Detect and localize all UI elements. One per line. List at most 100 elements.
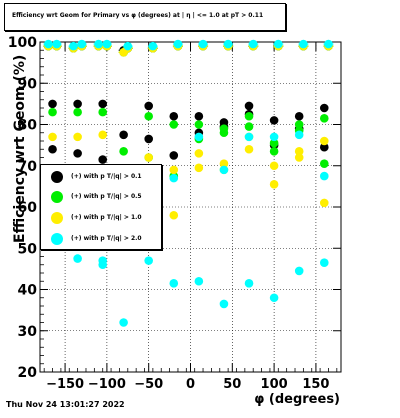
data-point-s3-p11	[102, 39, 112, 49]
data-point-s1-p1	[48, 107, 57, 117]
y-tick-label: 70	[18, 159, 38, 175]
legend-item-2: (+) with p T/|q| > 1.0	[41, 211, 161, 225]
data-point-s3-p10	[98, 256, 108, 265]
data-point-s2-p18	[169, 165, 179, 175]
data-point-s3-p27	[244, 279, 254, 288]
legend-item-3: (+) with p T/|q| > 2.0	[41, 232, 161, 246]
data-point-s2-p37	[319, 198, 329, 208]
data-point-s1-p36	[319, 114, 329, 123]
y-tick-label: 20	[18, 365, 38, 381]
data-point-s3-p16	[144, 256, 153, 265]
data-point-s1-p9	[98, 107, 108, 117]
data-point-s3-p3	[52, 39, 62, 49]
data-point-s3-p33	[294, 266, 304, 276]
data-point-s3-p32	[273, 39, 283, 49]
legend-label-2: (+) with p T/|q| > 1.0	[71, 214, 142, 221]
data-point-s0-p15	[144, 101, 153, 111]
data-point-s1-p12	[119, 147, 128, 156]
legend-label-3: (+) with p T/|q| > 2.0	[71, 235, 142, 242]
data-point-s0-p27	[244, 101, 254, 111]
legend-marker-2	[51, 212, 63, 224]
legend: (+) with p T/|q| > 0.1 (+) with p T/|q| …	[40, 164, 162, 250]
data-point-s3-p0	[44, 39, 53, 49]
data-point-s3-p19	[169, 279, 179, 288]
data-point-s3-p14	[123, 41, 133, 51]
data-point-s1-p15	[144, 111, 153, 121]
data-point-s1-p18	[169, 120, 179, 129]
data-point-s1-p25	[219, 128, 229, 138]
data-point-s3-p4	[69, 41, 78, 51]
data-point-s2-p21	[194, 149, 204, 158]
x-axis-label: φ (degrees)	[254, 392, 340, 407]
y-tick-label: 30	[18, 324, 38, 340]
data-point-s2-p33	[294, 147, 304, 156]
legend-label-0: (+) with p T/|q| > 0.1	[71, 173, 142, 180]
data-point-s3-p5	[73, 254, 82, 263]
y-tick-label: 40	[18, 283, 38, 299]
data-point-s0-p2	[48, 144, 57, 154]
chart-title-box: Efficiency wrt Geom for Primary vs φ (de…	[4, 3, 286, 31]
data-point-s2-p15	[144, 153, 153, 162]
x-tick-label: 100	[261, 377, 288, 392]
data-point-s0-p36	[319, 103, 329, 113]
legend-label-1: (+) with p T/|q| > 0.5	[71, 193, 142, 200]
data-point-s2-p34	[294, 153, 304, 162]
data-point-s0-p19	[169, 151, 179, 160]
data-point-s3-p34	[294, 130, 304, 140]
legend-marker-1	[51, 191, 63, 203]
data-point-s3-p35	[299, 39, 308, 49]
data-point-s0-p30	[269, 116, 279, 125]
y-axis-label: Efficiency wrt Geom (%)	[12, 54, 28, 243]
data-point-s2-p1	[48, 132, 57, 142]
data-point-s3-p21	[194, 132, 204, 142]
legend-item-1: (+) with p T/|q| > 0.5	[41, 190, 161, 204]
y-tick-label: 100	[8, 35, 37, 51]
data-point-s3-p20	[173, 39, 183, 49]
data-point-s0-p33	[294, 111, 304, 121]
data-point-s0-p10	[98, 155, 108, 164]
data-point-s3-p31	[269, 132, 279, 142]
data-point-s0-p37	[319, 142, 329, 152]
x-tick-label: −50	[134, 377, 163, 392]
data-point-s2-p28	[244, 144, 254, 154]
data-point-s2-p24	[219, 159, 229, 168]
data-point-s2-p19	[169, 210, 179, 220]
data-point-s0-p18	[169, 111, 179, 121]
data-point-s3-p17	[148, 41, 158, 51]
data-point-s3-p7	[77, 39, 87, 49]
data-point-s0-p5	[73, 99, 82, 109]
data-point-s1-p27	[244, 111, 254, 121]
data-point-s0-p12	[119, 130, 128, 140]
data-point-s0-p9	[98, 99, 108, 109]
y-tick-label: 80	[18, 118, 38, 134]
timestamp: Thu Nov 24 13:01:27 2022	[6, 400, 125, 409]
data-point-s1-p37	[319, 159, 329, 168]
data-point-s3-p30	[269, 293, 279, 303]
data-point-s1-p21	[194, 120, 204, 129]
data-point-s1-p31	[269, 147, 279, 156]
data-point-s3-p38	[324, 39, 333, 49]
data-point-s3-p8	[94, 39, 103, 49]
data-point-s3-p22	[194, 276, 204, 286]
x-tick-label: −100	[88, 377, 126, 392]
data-point-s3-p25	[219, 165, 229, 175]
data-point-s1-p28	[244, 122, 254, 131]
data-point-s1-p5	[73, 107, 82, 117]
y-tick-label: 90	[18, 76, 38, 92]
data-point-s0-p16	[144, 134, 153, 144]
data-point-s2-p9	[98, 130, 108, 140]
data-point-s3-p13	[119, 318, 128, 327]
data-point-s2-p22	[194, 163, 204, 173]
data-point-s3-p36	[319, 258, 329, 267]
data-point-s3-p28	[244, 132, 254, 142]
data-point-s0-p1	[48, 99, 57, 109]
data-point-s3-p18	[169, 173, 179, 183]
data-point-s3-p37	[319, 171, 329, 181]
x-tick-label: 150	[302, 377, 329, 392]
data-point-s0-p21	[194, 111, 204, 121]
y-tick-label: 50	[18, 241, 38, 257]
data-point-s2-p31	[269, 180, 279, 189]
x-tick-label: 50	[223, 377, 241, 392]
